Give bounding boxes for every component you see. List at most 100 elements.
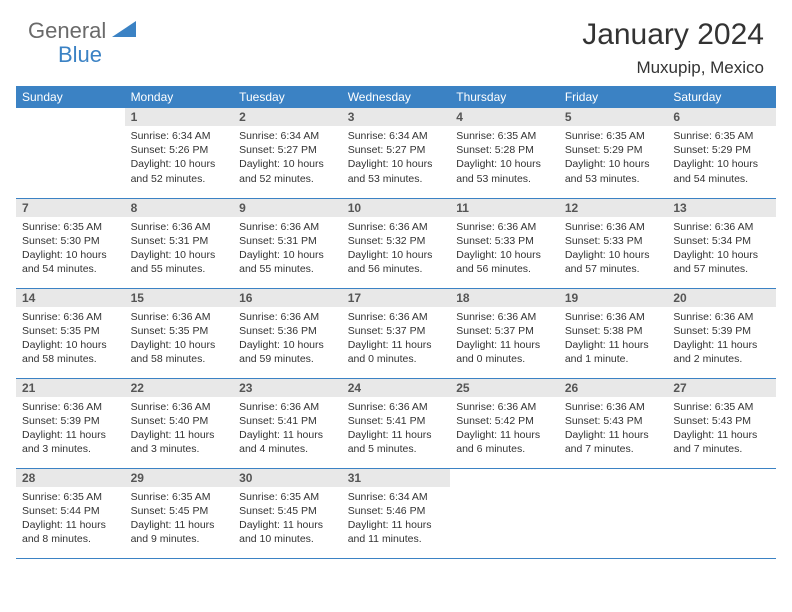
calendar-day: 17Sunrise: 6:36 AMSunset: 5:37 PMDayligh… [342,288,451,378]
weekday-header-row: SundayMondayTuesdayWednesdayThursdayFrid… [16,86,776,108]
calendar-empty [16,108,125,198]
day-content: Sunrise: 6:36 AMSunset: 5:41 PMDaylight:… [233,397,342,463]
day-content: Sunrise: 6:35 AMSunset: 5:29 PMDaylight:… [559,126,668,192]
day-number: 16 [233,289,342,307]
calendar-day: 9Sunrise: 6:36 AMSunset: 5:31 PMDaylight… [233,198,342,288]
calendar-day: 13Sunrise: 6:36 AMSunset: 5:34 PMDayligh… [667,198,776,288]
calendar-day: 16Sunrise: 6:36 AMSunset: 5:36 PMDayligh… [233,288,342,378]
day-content: Sunrise: 6:35 AMSunset: 5:45 PMDaylight:… [233,487,342,553]
day-number: 31 [342,469,451,487]
day-number: 29 [125,469,234,487]
calendar-row: 1Sunrise: 6:34 AMSunset: 5:26 PMDaylight… [16,108,776,198]
page-title: January 2024 [582,18,764,52]
calendar-day: 23Sunrise: 6:36 AMSunset: 5:41 PMDayligh… [233,378,342,468]
day-number: 23 [233,379,342,397]
day-content: Sunrise: 6:36 AMSunset: 5:34 PMDaylight:… [667,217,776,283]
day-number: 19 [559,289,668,307]
day-number: 26 [559,379,668,397]
calendar-body: 1Sunrise: 6:34 AMSunset: 5:26 PMDaylight… [16,108,776,558]
day-number: 4 [450,108,559,126]
day-content: Sunrise: 6:36 AMSunset: 5:37 PMDaylight:… [450,307,559,373]
day-number: 24 [342,379,451,397]
day-content: Sunrise: 6:36 AMSunset: 5:41 PMDaylight:… [342,397,451,463]
triangle-icon [112,19,138,44]
calendar-day: 27Sunrise: 6:35 AMSunset: 5:43 PMDayligh… [667,378,776,468]
day-content: Sunrise: 6:36 AMSunset: 5:36 PMDaylight:… [233,307,342,373]
day-number: 12 [559,199,668,217]
calendar-table: SundayMondayTuesdayWednesdayThursdayFrid… [16,86,776,559]
calendar-day: 24Sunrise: 6:36 AMSunset: 5:41 PMDayligh… [342,378,451,468]
day-content: Sunrise: 6:36 AMSunset: 5:38 PMDaylight:… [559,307,668,373]
day-number: 18 [450,289,559,307]
day-content: Sunrise: 6:36 AMSunset: 5:37 PMDaylight:… [342,307,451,373]
calendar-day: 19Sunrise: 6:36 AMSunset: 5:38 PMDayligh… [559,288,668,378]
day-content: Sunrise: 6:36 AMSunset: 5:33 PMDaylight:… [559,217,668,283]
calendar-row: 28Sunrise: 6:35 AMSunset: 5:44 PMDayligh… [16,468,776,558]
calendar-day: 12Sunrise: 6:36 AMSunset: 5:33 PMDayligh… [559,198,668,288]
calendar-row: 21Sunrise: 6:36 AMSunset: 5:39 PMDayligh… [16,378,776,468]
calendar-empty [667,468,776,558]
calendar-day: 26Sunrise: 6:36 AMSunset: 5:43 PMDayligh… [559,378,668,468]
calendar-day: 15Sunrise: 6:36 AMSunset: 5:35 PMDayligh… [125,288,234,378]
day-content: Sunrise: 6:34 AMSunset: 5:27 PMDaylight:… [233,126,342,192]
day-number: 5 [559,108,668,126]
day-content: Sunrise: 6:36 AMSunset: 5:31 PMDaylight:… [233,217,342,283]
day-content: Sunrise: 6:36 AMSunset: 5:39 PMDaylight:… [16,397,125,463]
day-number: 14 [16,289,125,307]
day-number: 17 [342,289,451,307]
weekday-header: Thursday [450,86,559,108]
day-content: Sunrise: 6:36 AMSunset: 5:33 PMDaylight:… [450,217,559,283]
day-content: Sunrise: 6:36 AMSunset: 5:43 PMDaylight:… [559,397,668,463]
day-number: 2 [233,108,342,126]
day-content: Sunrise: 6:35 AMSunset: 5:45 PMDaylight:… [125,487,234,553]
day-content: Sunrise: 6:34 AMSunset: 5:27 PMDaylight:… [342,126,451,192]
header: General Blue January 2024 Muxupip, Mexic… [0,0,792,86]
day-number: 7 [16,199,125,217]
calendar-day: 3Sunrise: 6:34 AMSunset: 5:27 PMDaylight… [342,108,451,198]
day-content: Sunrise: 6:36 AMSunset: 5:39 PMDaylight:… [667,307,776,373]
calendar-day: 6Sunrise: 6:35 AMSunset: 5:29 PMDaylight… [667,108,776,198]
calendar-day: 31Sunrise: 6:34 AMSunset: 5:46 PMDayligh… [342,468,451,558]
day-number: 10 [342,199,451,217]
logo-text-blue: Blue [58,42,102,67]
calendar-day: 10Sunrise: 6:36 AMSunset: 5:32 PMDayligh… [342,198,451,288]
weekday-header: Sunday [16,86,125,108]
day-content: Sunrise: 6:34 AMSunset: 5:46 PMDaylight:… [342,487,451,553]
calendar-day: 5Sunrise: 6:35 AMSunset: 5:29 PMDaylight… [559,108,668,198]
day-number: 3 [342,108,451,126]
day-content: Sunrise: 6:34 AMSunset: 5:26 PMDaylight:… [125,126,234,192]
day-content: Sunrise: 6:36 AMSunset: 5:35 PMDaylight:… [125,307,234,373]
calendar-row: 7Sunrise: 6:35 AMSunset: 5:30 PMDaylight… [16,198,776,288]
calendar-day: 1Sunrise: 6:34 AMSunset: 5:26 PMDaylight… [125,108,234,198]
day-number: 13 [667,199,776,217]
day-number: 11 [450,199,559,217]
day-number: 21 [16,379,125,397]
day-number: 9 [233,199,342,217]
weekday-header: Tuesday [233,86,342,108]
title-block: January 2024 Muxupip, Mexico [582,18,764,78]
calendar-day: 20Sunrise: 6:36 AMSunset: 5:39 PMDayligh… [667,288,776,378]
day-content: Sunrise: 6:35 AMSunset: 5:30 PMDaylight:… [16,217,125,283]
calendar-day: 21Sunrise: 6:36 AMSunset: 5:39 PMDayligh… [16,378,125,468]
day-content: Sunrise: 6:36 AMSunset: 5:35 PMDaylight:… [16,307,125,373]
weekday-header: Monday [125,86,234,108]
day-number: 15 [125,289,234,307]
calendar-row: 14Sunrise: 6:36 AMSunset: 5:35 PMDayligh… [16,288,776,378]
calendar-day: 29Sunrise: 6:35 AMSunset: 5:45 PMDayligh… [125,468,234,558]
day-content: Sunrise: 6:36 AMSunset: 5:40 PMDaylight:… [125,397,234,463]
calendar-day: 30Sunrise: 6:35 AMSunset: 5:45 PMDayligh… [233,468,342,558]
day-number: 27 [667,379,776,397]
calendar-day: 2Sunrise: 6:34 AMSunset: 5:27 PMDaylight… [233,108,342,198]
weekday-header: Wednesday [342,86,451,108]
calendar-day: 4Sunrise: 6:35 AMSunset: 5:28 PMDaylight… [450,108,559,198]
day-content: Sunrise: 6:35 AMSunset: 5:44 PMDaylight:… [16,487,125,553]
calendar-day: 7Sunrise: 6:35 AMSunset: 5:30 PMDaylight… [16,198,125,288]
calendar-day: 22Sunrise: 6:36 AMSunset: 5:40 PMDayligh… [125,378,234,468]
day-number: 22 [125,379,234,397]
calendar-day: 8Sunrise: 6:36 AMSunset: 5:31 PMDaylight… [125,198,234,288]
day-content: Sunrise: 6:36 AMSunset: 5:32 PMDaylight:… [342,217,451,283]
day-content: Sunrise: 6:35 AMSunset: 5:28 PMDaylight:… [450,126,559,192]
day-number: 8 [125,199,234,217]
weekday-header: Friday [559,86,668,108]
day-content: Sunrise: 6:36 AMSunset: 5:31 PMDaylight:… [125,217,234,283]
